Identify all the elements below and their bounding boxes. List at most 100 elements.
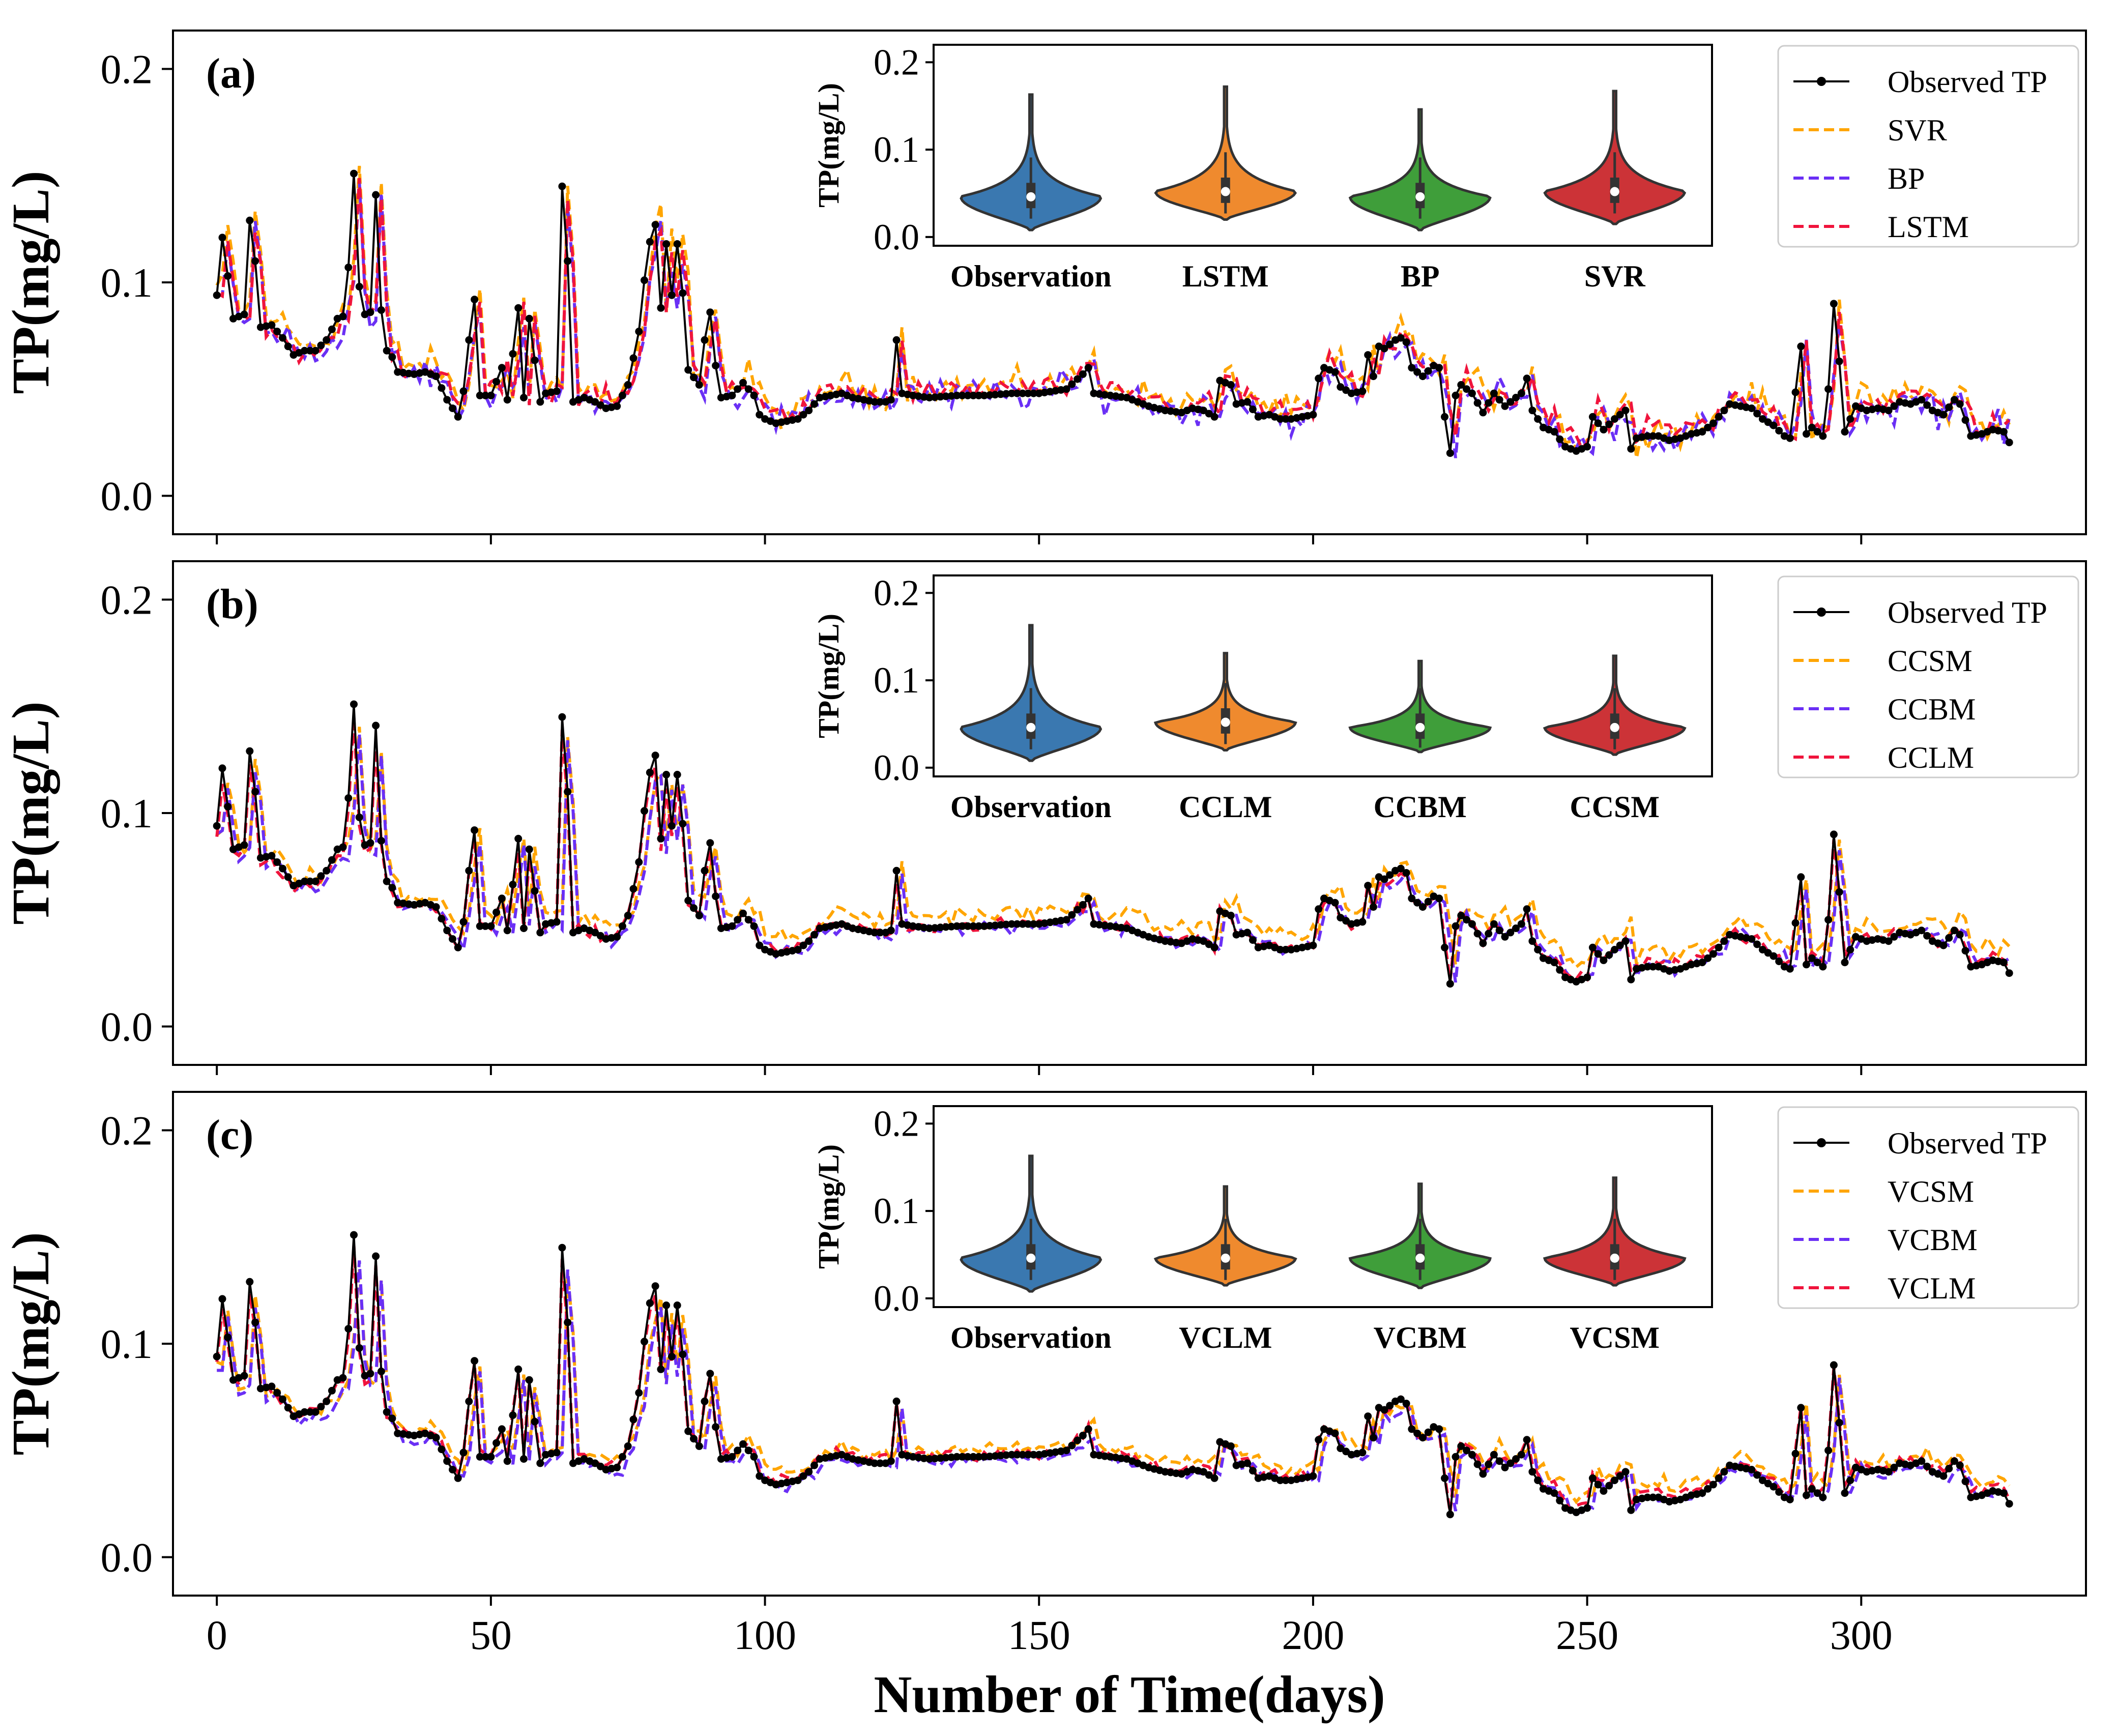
violin-median [1610,722,1619,732]
observed-point [810,400,818,408]
observed-point [1550,1489,1558,1497]
observed-point [1720,1468,1728,1476]
observed-point [268,852,276,860]
y-tick-label: 0.0 [101,1534,153,1580]
observed-point [684,896,692,905]
observed-point [931,393,939,401]
observed-point [1605,420,1613,428]
legend-label: Observed TP [1888,596,2047,629]
observed-point [1950,396,1958,404]
observed-point [1797,873,1805,881]
observed-point [739,909,747,917]
observed-point [931,924,939,932]
observed-point [1748,1466,1756,1473]
observed-point [1583,973,1591,981]
observed-point [1939,941,1948,949]
observed-point [1309,941,1317,949]
observed-point [514,834,523,843]
observed-point [536,398,544,406]
observed-point [279,1395,286,1403]
observed-point [1479,1470,1487,1478]
observed-point [1479,409,1487,417]
observed-point [1084,894,1092,903]
observed-point [613,1463,621,1471]
observed-point [624,381,632,389]
observed-point [465,336,473,344]
observed-point [1030,1451,1037,1459]
observed-point [2005,1500,2013,1508]
observed-point [1024,389,1032,397]
observed-point [1364,1412,1372,1421]
observed-point [1841,428,1849,436]
observed-point [1600,425,1608,433]
observed-point [805,407,813,415]
observed-point [1556,1496,1564,1504]
observed-point [224,1333,232,1341]
observed-point [1424,898,1432,906]
observed-point [1485,399,1493,407]
observed-point [925,394,934,401]
observed-point [1753,940,1761,948]
observed-point [887,396,895,404]
observed-point [1841,959,1849,967]
observed-point [1309,411,1317,419]
observed-point [328,1386,336,1395]
observed-point [1605,1482,1613,1490]
observed-point [1945,1464,1953,1472]
observed-point [1884,937,1893,945]
observed-point [684,1427,692,1435]
inset-y-tick-label: 0.2 [874,42,919,82]
observed-point [1819,963,1827,971]
observed-point [339,1374,347,1382]
observed-point [1918,1457,1926,1465]
y-tick-label: 0.0 [101,1003,153,1050]
panel-a-y-axis-label: TP(mg/L) [2,170,60,394]
observed-point [799,1472,807,1480]
observed-point [1463,385,1471,393]
observed-point [925,924,934,932]
observed-point [284,1404,292,1412]
observed-point [564,1318,572,1326]
observed-point [350,1231,358,1239]
observed-point [794,415,802,423]
observed-point [328,856,336,864]
observed-point [1512,924,1520,932]
observed-point [750,922,758,930]
violin-median [1610,1253,1619,1263]
observed-point [1441,943,1448,951]
observed-point [438,915,446,923]
observed-point [443,927,451,935]
observed-point [492,378,501,386]
observed-point [449,935,456,943]
observed-point [1950,1457,1958,1465]
observed-point [1791,1450,1800,1458]
observed-point [641,807,648,815]
y-tick-label: 0.1 [101,1321,153,1367]
observed-point [339,843,347,851]
observed-point [1517,1451,1525,1459]
panel-b: 0.0 0.1 0.2 TP(mg/L) (b) 0.0 0.1 0.2 TP(mg/L)… [2,560,2087,1075]
observed-point [975,922,983,930]
observed-point [525,1376,533,1384]
series-ccsm [216,727,2011,969]
observed-point [1616,941,1624,949]
observed-point [734,1446,742,1455]
observed-point [618,391,626,399]
observed-point [668,1352,676,1361]
observed-point [1506,929,1515,937]
observed-point [980,391,988,399]
observed-point [1813,959,1821,967]
observed-point [651,751,659,760]
observed-point [953,922,961,930]
observed-point [1923,932,1931,940]
observed-point [991,391,999,399]
observed-point [487,1453,495,1461]
observed-point [1435,1425,1443,1433]
observed-point [1939,411,1948,419]
observed-point [1775,958,1783,965]
observed-point [701,1397,709,1405]
observed-point [2005,969,2013,977]
observed-point [1457,911,1465,919]
observed-point [1062,385,1070,393]
inset-category-label: CCBM [1374,790,1467,824]
